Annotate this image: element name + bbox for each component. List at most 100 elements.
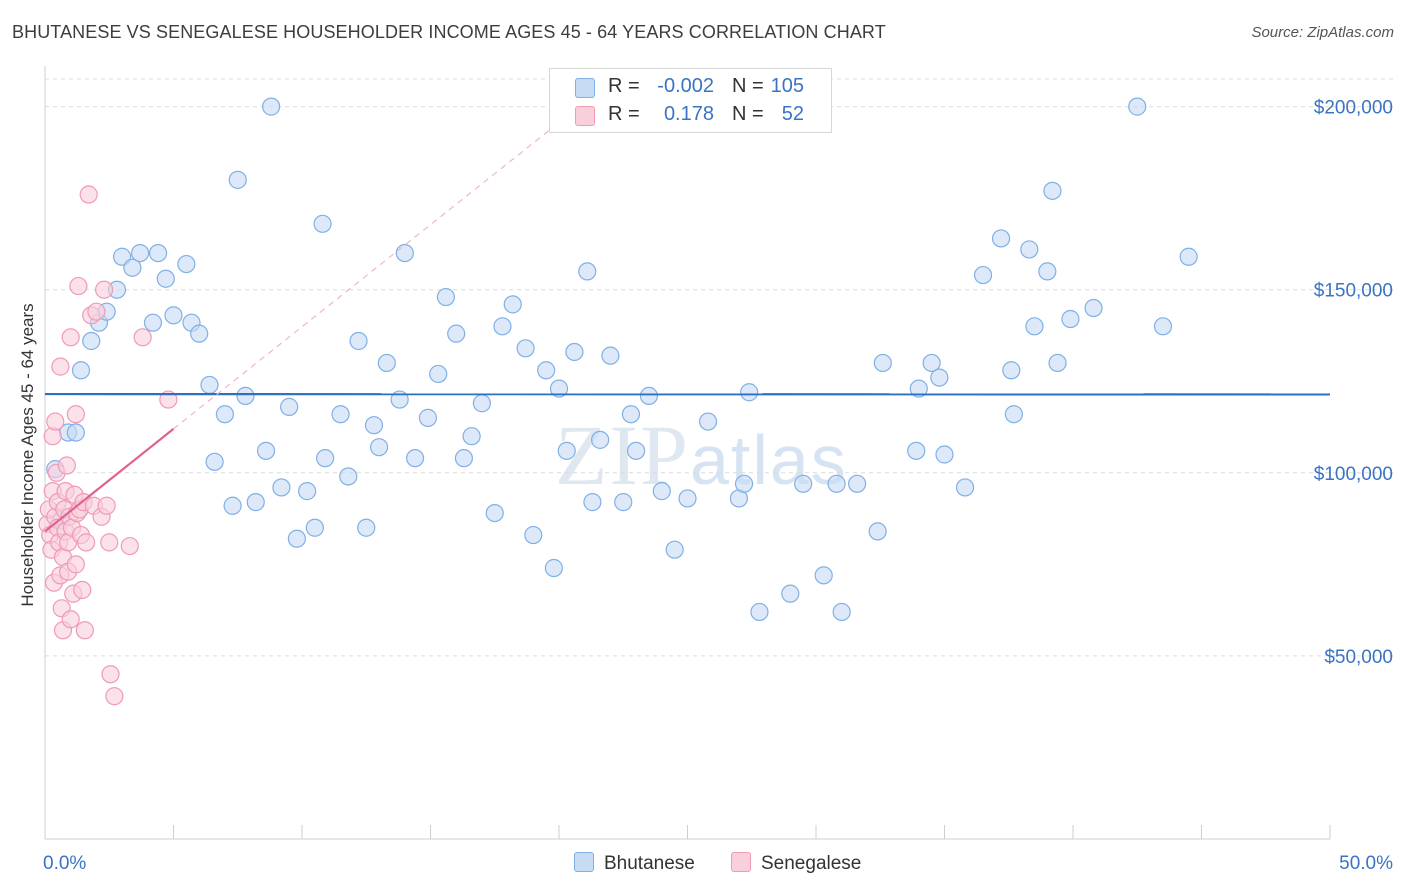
senegalese-point-50 xyxy=(120,536,139,556)
bhutanese-point-80 xyxy=(814,566,833,585)
bhutanese-point-42 xyxy=(390,390,409,409)
bhutanese-point-34 xyxy=(316,449,335,468)
bhutanese-point-3 xyxy=(66,423,85,442)
bhutanese-point-45 xyxy=(418,408,438,427)
senegalese-point-25 xyxy=(61,610,80,629)
bhutanese-point-62 xyxy=(578,262,597,281)
bhutanese-point-32 xyxy=(305,518,324,537)
bhutanese-point-40 xyxy=(370,438,389,457)
bhutanese-point-84 xyxy=(868,522,887,541)
x-axis-max-label: 50.0% xyxy=(1339,853,1393,874)
bhutanese-point-57 xyxy=(537,361,556,380)
bhutanese-point-12 xyxy=(143,313,163,332)
legend-row-senegalese: R = 0.178 N = 52 xyxy=(550,101,831,129)
bhutanese-point-65 xyxy=(601,346,620,365)
senegalese-point-30 xyxy=(66,405,85,424)
bhutanese-point-79 xyxy=(794,474,813,493)
bhutanese-point-99 xyxy=(1043,181,1062,200)
bhutanese-point-43 xyxy=(395,243,414,263)
bhutanese-point-41 xyxy=(377,353,396,373)
bhutanese-point-78 xyxy=(781,584,800,603)
bottom-legend-bhutanese: Bhutanese xyxy=(574,852,695,875)
y-tick-label-2: $150,000 xyxy=(1314,281,1393,302)
senegalese-point-31 xyxy=(66,555,85,574)
bhutanese-point-94 xyxy=(1002,361,1021,380)
senegalese-point-14 xyxy=(51,357,70,376)
bhutanese-point-56 xyxy=(524,525,543,545)
senegalese-trend-line xyxy=(44,428,175,533)
bhutanese-point-93 xyxy=(991,229,1011,248)
bhutanese-point-50 xyxy=(462,427,481,446)
legend-swatch-bhutanese xyxy=(575,78,595,98)
senegalese-point-33 xyxy=(69,276,88,296)
legend-r-label: R = xyxy=(608,103,640,125)
bhutanese-point-86 xyxy=(907,441,926,460)
bhutanese-point-46 xyxy=(429,364,448,384)
bhutanese-point-71 xyxy=(665,540,684,559)
senegalese-point-38 xyxy=(75,621,94,640)
bhutanese-point-31 xyxy=(298,482,317,501)
bhutanese-point-87 xyxy=(909,379,928,398)
bhutanese-point-88 xyxy=(922,353,941,373)
bhutanese-point-20 xyxy=(205,452,224,471)
senegalese-point-49 xyxy=(105,687,124,706)
bhutanese-point-64 xyxy=(591,430,610,449)
legend-row-bhutanese: R = -0.002 N = 105 xyxy=(550,73,831,101)
bhutanese-point-72 xyxy=(678,489,697,508)
y-tick-label-1: $100,000 xyxy=(1314,464,1393,485)
y-tick-label-3: $200,000 xyxy=(1314,98,1393,119)
senegalese-point-39 xyxy=(77,533,96,552)
bhutanese-point-25 xyxy=(246,493,265,512)
bottom-legend-senegalese: Senegalese xyxy=(731,852,861,875)
bhutanese-point-69 xyxy=(639,386,659,406)
bhutanese-point-55 xyxy=(516,339,535,358)
bottom-legend-label-senegalese: Senegalese xyxy=(761,853,862,874)
legend-n-label: N = xyxy=(732,103,764,125)
bhutanese-point-44 xyxy=(405,449,425,468)
senegalese-point-43 xyxy=(87,302,106,321)
senegalese-point-46 xyxy=(97,496,116,515)
bhutanese-point-38 xyxy=(357,518,376,537)
bhutanese-point-53 xyxy=(493,317,512,336)
bhutanese-point-92 xyxy=(973,265,993,285)
senegalese-point-45 xyxy=(95,280,114,299)
bhutanese-point-21 xyxy=(215,405,234,424)
legend-r-value-bhutanese: -0.002 xyxy=(657,75,714,97)
senegalese-point-21 xyxy=(57,456,76,475)
bhutanese-point-36 xyxy=(339,467,358,486)
legend-n-value-bhutanese: 105 xyxy=(770,75,804,97)
bhutanese-point-96 xyxy=(1020,240,1039,259)
bhutanese-point-73 xyxy=(698,412,718,431)
legend-n-value-senegalese: 52 xyxy=(781,103,804,125)
watermark-atlas: atlas xyxy=(690,421,848,499)
senegalese-point-26 xyxy=(61,328,80,347)
bhutanese-point-23 xyxy=(228,170,247,189)
senegalese-point-52 xyxy=(159,390,178,409)
bhutanese-point-59 xyxy=(549,379,569,398)
legend-swatch-senegalese xyxy=(575,106,595,126)
bhutanese-point-67 xyxy=(621,405,641,424)
bhutanese-point-105 xyxy=(1179,247,1198,266)
bhutanese-point-58 xyxy=(544,558,563,578)
bhutanese-point-89 xyxy=(930,368,949,387)
chart-title: BHUTANESE VS SENEGALESE HOUSEHOLDER INCO… xyxy=(12,22,886,42)
bhutanese-point-48 xyxy=(447,324,466,343)
bhutanese-point-104 xyxy=(1153,317,1173,336)
bhutanese-point-101 xyxy=(1061,309,1080,329)
bhutanese-point-103 xyxy=(1128,97,1147,116)
bhutanese-point-95 xyxy=(1004,405,1023,424)
bhutanese-point-54 xyxy=(503,295,522,314)
bhutanese-point-15 xyxy=(164,306,183,325)
bhutanese-point-26 xyxy=(256,441,276,460)
bhutanese-point-22 xyxy=(223,496,242,515)
bhutanese-point-4 xyxy=(71,361,91,380)
bhutanese-point-98 xyxy=(1038,262,1057,281)
bhutanese-point-10 xyxy=(123,258,142,277)
senegalese-point-40 xyxy=(79,185,98,204)
bhutanese-point-35 xyxy=(331,405,350,424)
bhutanese-point-14 xyxy=(156,269,175,288)
bhutanese-point-37 xyxy=(349,331,368,351)
bhutanese-point-63 xyxy=(583,493,602,512)
chart-source: Source: ZipAtlas.com xyxy=(1251,24,1394,41)
senegalese-point-51 xyxy=(133,328,152,347)
